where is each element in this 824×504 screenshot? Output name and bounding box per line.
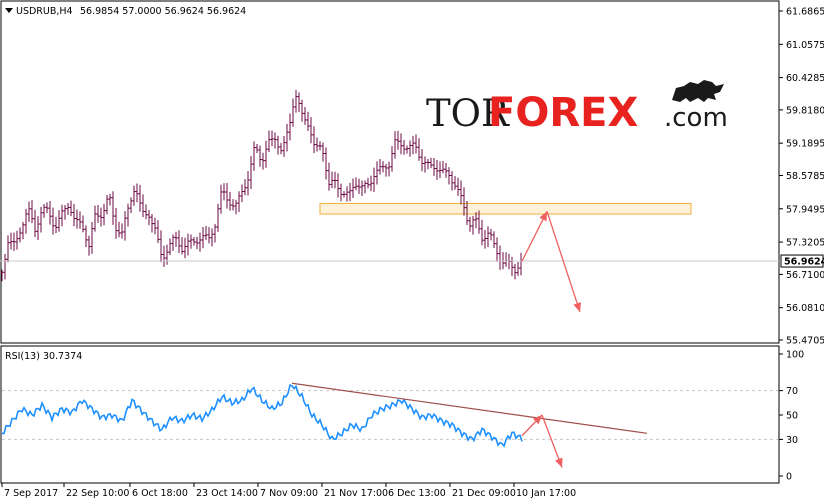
rsi-tick-label: 30 <box>786 435 798 446</box>
forecast-arrow-segment <box>546 211 581 313</box>
price-tick-label: 58.5785 <box>786 171 824 182</box>
forecast-arrowhead <box>532 415 542 425</box>
price-tick-label: 55.4705 <box>786 336 824 347</box>
price-tick-label: 61.0575 <box>786 40 824 51</box>
watermark-part3: .com <box>664 103 728 133</box>
chevron-down-icon[interactable] <box>5 8 13 13</box>
time-tick-label: 6 Oct 18:00 <box>132 488 188 499</box>
price-tick-label: 56.0810 <box>786 303 824 314</box>
torforex-watermark: TOR FOREX .com <box>426 80 728 136</box>
time-tick-label: 23 Oct 14:00 <box>196 488 258 499</box>
rsi-line <box>1 384 523 448</box>
resistance-zone <box>319 202 692 215</box>
price-axis: 61.6865 61.0575 60.4285 59.8180 59.1895 58.57… <box>779 7 824 347</box>
price-tick-label: 57.9495 <box>786 204 824 215</box>
price-tick-label: 61.6865 <box>786 7 824 18</box>
rsi-tick-label: 0 <box>786 472 792 483</box>
price-tick-label: 59.1895 <box>786 139 824 150</box>
price-tick-label: 57.3205 <box>786 238 824 249</box>
forecast-arrowhead <box>555 457 563 468</box>
watermark-part1: TOR <box>426 92 510 135</box>
time-tick-label: 7 Nov 09:00 <box>260 488 318 499</box>
time-tick-label: 21 Nov 17:00 <box>324 488 388 499</box>
forecast-arrowhead <box>539 211 547 222</box>
rsi-tick-label: 70 <box>786 386 798 397</box>
time-tick-label: 22 Sep 10:00 <box>66 488 129 499</box>
rsi-forecast-arrows <box>521 414 563 468</box>
current-price-label: 56.9624 <box>784 257 824 268</box>
rsi-tick-label: 100 <box>786 350 804 361</box>
ohlc-values: 56.9854 57.0000 56.9624 56.9624 <box>80 6 246 17</box>
current-price-tag: 56.9624 <box>780 254 824 268</box>
rsi-label: RSI(13) 30.7374 <box>5 351 82 362</box>
forecast-arrowhead <box>573 302 581 312</box>
time-tick-label: 7 Sep 2017 <box>4 488 58 499</box>
price-tick-label: 56.7100 <box>786 270 824 281</box>
forecast-arrow-segment <box>541 414 563 468</box>
time-tick-label: 6 Dec 13:00 <box>388 488 446 499</box>
current-price-tag-box <box>780 254 824 268</box>
time-axis: 7 Sep 2017 22 Sep 10:00 6 Oct 18:00 23 Oct … <box>1 483 576 499</box>
rsi-panel <box>0 345 780 484</box>
watermark-part2: FOREX <box>488 90 638 136</box>
price-tick-label: 59.8180 <box>786 105 824 116</box>
symbol-label: USDRUB,H4 <box>16 6 73 17</box>
price-forecast-arrows <box>521 211 581 313</box>
rsi-trendline <box>291 382 648 434</box>
forecast-arrow-segment <box>521 211 548 262</box>
time-tick-label: 10 Jan 17:00 <box>516 488 576 499</box>
rsi-tick-label: 50 <box>786 411 798 422</box>
price-panel <box>0 0 780 344</box>
price-tick-label: 60.4285 <box>786 73 824 84</box>
time-tick-label: 21 Dec 09:00 <box>452 488 516 499</box>
rsi-axis: 100 70 50 30 0 <box>779 350 804 483</box>
price-bars <box>0 89 523 282</box>
bull-icon <box>672 80 724 102</box>
